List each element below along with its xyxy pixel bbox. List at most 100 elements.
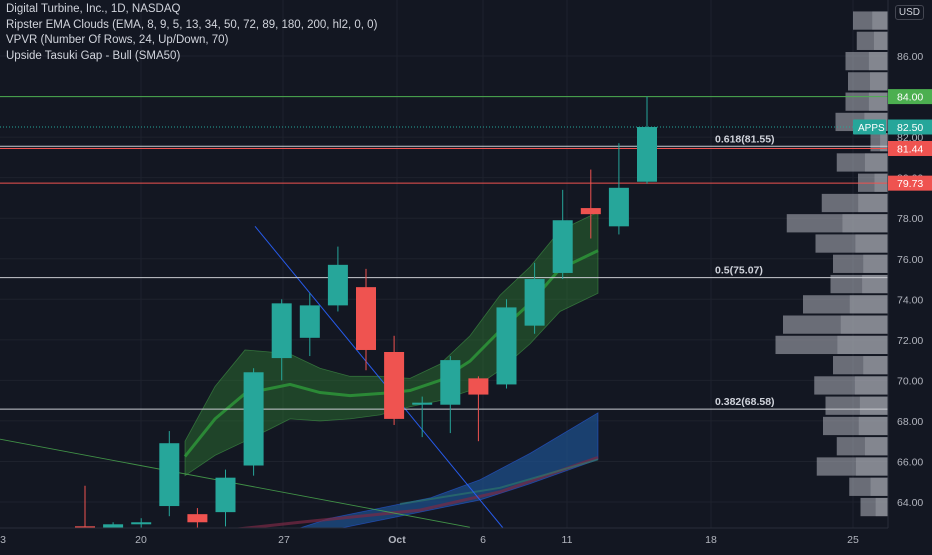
candle-body [608,187,629,227]
volume-profile-bar [836,153,888,172]
price-tag [888,119,932,135]
time-tick-label: 6 [480,534,486,546]
time-tick-label: 11 [562,534,573,546]
volume-profile-bar [815,234,888,253]
candle-body [271,303,292,359]
fib-level-label: 0.618(81.55) [715,133,775,145]
price-tag-label: 84.00 [897,92,923,104]
volume-profile-bar [860,497,888,517]
volume-profile-bar-down [875,497,888,517]
volume-profile-bar-down [868,92,888,111]
volume-profile-bar-down [880,133,888,152]
volume-profile-bar-down [868,51,888,71]
price-tag-label: 79.73 [897,178,923,190]
volume-profile-bar [786,214,888,233]
volume-profile-bar [783,315,888,334]
candle-body [580,208,601,215]
price-tag-label: 82.50 [897,122,923,134]
ticker-tag [853,119,886,135]
volume-profile-bar-down [855,234,888,253]
candle-body [356,287,376,350]
volume-profile-bar-down [849,295,888,314]
candle-body [159,443,180,507]
volume-profile-bar [816,457,888,476]
volume-profile-bar [845,51,888,71]
candle-body [299,305,320,338]
price-tag [888,89,932,105]
time-tick-label: Oct [388,534,406,546]
currency-button[interactable]: USD [894,5,924,20]
volume-profile-bar-down [864,153,888,172]
volume-profile-bar [833,356,888,375]
price-tag [888,140,932,156]
volume-profile-bar-down [870,72,888,91]
price-tick-label: 72.00 [897,335,923,347]
price-tick-label: 74.00 [897,294,923,306]
volume-profile-bar [825,396,888,415]
volume-profile-bar [775,335,888,355]
candle-body [215,477,236,513]
volume-profile-bar-down [858,416,888,436]
volume-profile-bar-down [862,274,888,294]
volume-profile-bar-down [855,457,888,476]
price-tick-label: 78.00 [897,213,923,225]
fib-level-label: 0.382(68.58) [715,396,775,408]
candle-body [552,220,573,273]
candle-body [440,360,461,405]
volume-profile-bar-down [863,254,888,273]
candle-body [243,372,264,466]
candle-body [327,264,348,306]
volume-profile-bar [856,31,888,50]
indicator-ema-clouds[interactable]: Ripster EMA Clouds (EMA, 8, 9, 5, 13, 34… [6,18,378,31]
volume-profile-bar [848,72,888,91]
indicator-tasuki-gap[interactable]: Upside Tasuki Gap - Bull (SMA50) [6,49,181,62]
time-tick-label: 18 [705,534,717,546]
volume-profile-bar [821,193,888,213]
trend-line-blue [254,226,506,531]
candle-body [187,514,208,523]
volume-profile-bar [833,254,888,273]
volume-profile-bar-down [872,11,888,30]
chart-legend: Digital Turbine, Inc., 1D, NASDAQ Ripste… [6,2,377,64]
volume-profile-bar-down [873,31,888,50]
candle-body [468,378,489,395]
fib-level-label: 0.5(75.07) [715,265,763,277]
candle-body [103,524,124,531]
candle-body [637,127,657,182]
price-tick-label: 76.00 [897,254,923,266]
volume-profile-bar [849,477,888,496]
time-tick-label: 3 [0,534,6,546]
price-tag [888,175,932,191]
candle-body [384,352,405,419]
candle-body [524,279,545,326]
time-tick-label: 25 [847,534,859,546]
price-tag-label: 81.44 [897,143,923,155]
volume-profile-bar-down [837,335,888,355]
price-tick-label: 64.00 [897,497,923,509]
candle-body [131,522,152,525]
volume-profile-bar [853,11,888,30]
volume-profile-bar-down [842,214,888,233]
volume-profile-bar-down [864,437,888,456]
volume-profile-bar-down [870,477,888,496]
price-tick-label: 66.00 [897,456,923,468]
ema-cloud-slow [279,412,599,544]
volume-profile-bar [830,274,888,294]
volume-profile-bar [823,416,888,436]
volume-profile-bar [836,437,888,456]
chart-title[interactable]: Digital Turbine, Inc., 1D, NASDAQ [6,3,181,15]
time-tick-label: 20 [135,534,147,546]
ema-cloud-fast [184,211,599,477]
price-tick-label: 68.00 [897,416,923,428]
indicator-vpvr[interactable]: VPVR (Number Of Rows, 24, Up/Down, 70) [6,34,229,46]
ema-line-mid [399,458,599,506]
volume-profile-bar-down [854,376,888,395]
volume-profile-bar-down [859,396,888,415]
volume-profile-bar-down [863,356,888,375]
time-tick-label: 27 [278,534,290,546]
price-tick-label: 86.00 [897,51,923,63]
volume-profile-bar-down [858,193,888,213]
volume-profile-bar-down [840,315,888,334]
